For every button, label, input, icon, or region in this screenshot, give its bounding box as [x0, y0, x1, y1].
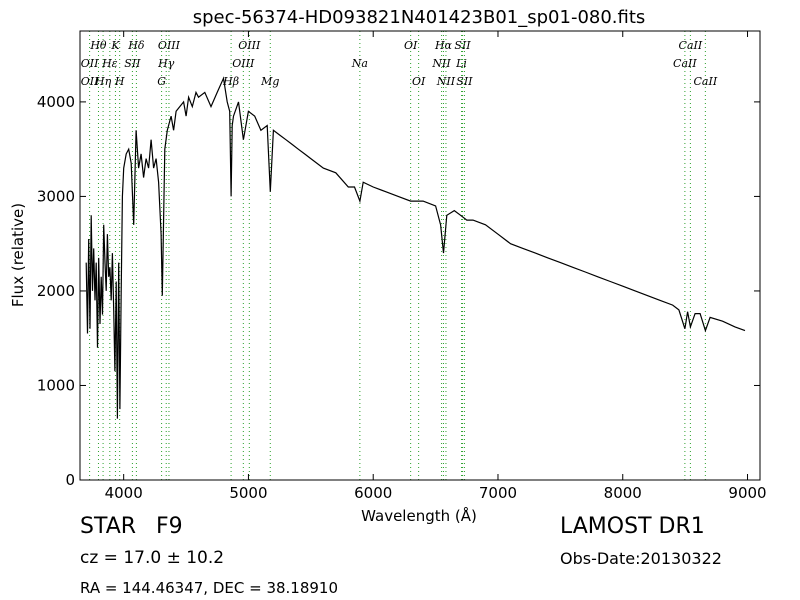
spectral-line-label: Li: [455, 57, 467, 70]
object-class-value: STAR: [80, 514, 137, 539]
x-axis-label: Wavelength (Å): [361, 506, 477, 525]
spectrum-line: [85, 76, 746, 419]
y-tick-label: 2000: [37, 282, 75, 300]
y-axis-ticks: 0 1000 2000 3000 4000: [37, 93, 760, 489]
spectral-line-label: CaII: [673, 57, 697, 70]
spectral-line-label: NII: [436, 75, 456, 88]
y-tick-label: 3000: [37, 187, 75, 205]
spectral-line-label: NII: [431, 57, 451, 70]
y-tick-label: 0: [65, 471, 75, 489]
x-tick-label: 9000: [728, 484, 766, 502]
spectral-line-label: K: [110, 39, 120, 52]
y-tick-label: 4000: [37, 93, 75, 111]
x-tick-label: 5000: [229, 484, 267, 502]
spectral-line-label: OII: [81, 57, 99, 70]
spectral-line-label: G: [157, 75, 166, 88]
spectral-line-label: Hε: [101, 57, 118, 70]
y-tick-label: 1000: [37, 376, 75, 394]
spectral-line-label: CaII: [694, 75, 718, 88]
spectral-line-label: Hθ: [89, 39, 107, 52]
x-tick-label: 8000: [604, 484, 642, 502]
spectral-line-label: OIII: [158, 39, 181, 52]
spectral-line-label: OI: [412, 75, 426, 88]
spectral-line-label: Na: [351, 57, 368, 70]
chart-title: spec-56374-HD093821N401423B01_sp01-080.f…: [193, 7, 646, 28]
x-tick-label: 6000: [354, 484, 392, 502]
obs-date: Obs-Date:20130322: [560, 549, 722, 568]
coordinates-text: RA = 144.46347, DEC = 38.18910: [80, 579, 339, 597]
subclass-value: F9: [156, 514, 183, 539]
spectral-line-label: Hδ: [127, 39, 145, 52]
y-axis-label: Flux (relative): [9, 203, 27, 307]
spectral-line-label: Hγ: [157, 57, 175, 70]
spectral-line-label: SII: [456, 75, 473, 88]
spectral-line-label: SII: [454, 39, 471, 52]
spectral-line-label: OIII: [238, 39, 261, 52]
redshift-text: cz = 17.0 ± 10.2: [80, 548, 225, 568]
spectral-line-label: Hα: [434, 39, 453, 52]
spectral-line-label: SII: [124, 57, 141, 70]
spectral-line-label: Mg: [260, 75, 279, 88]
spectral-line-label: OI: [404, 39, 418, 52]
object-class: STAR F9: [80, 514, 183, 539]
spectral-line-label: OII: [81, 75, 99, 88]
spectral-line-label: H: [114, 75, 125, 88]
spectral-line-label: OIII: [232, 57, 255, 70]
x-axis-ticks: 4000 5000 6000 7000 8000 9000: [105, 31, 767, 502]
spectral-line-label: Hβ: [222, 75, 239, 88]
spectral-line-label: Hη: [94, 75, 112, 88]
plot-frame: [79, 30, 761, 481]
spectral-line-label: CaII: [679, 39, 703, 52]
survey-name: LAMOST DR1: [560, 514, 705, 539]
x-tick-label: 7000: [479, 484, 517, 502]
x-tick-label: 4000: [105, 484, 143, 502]
